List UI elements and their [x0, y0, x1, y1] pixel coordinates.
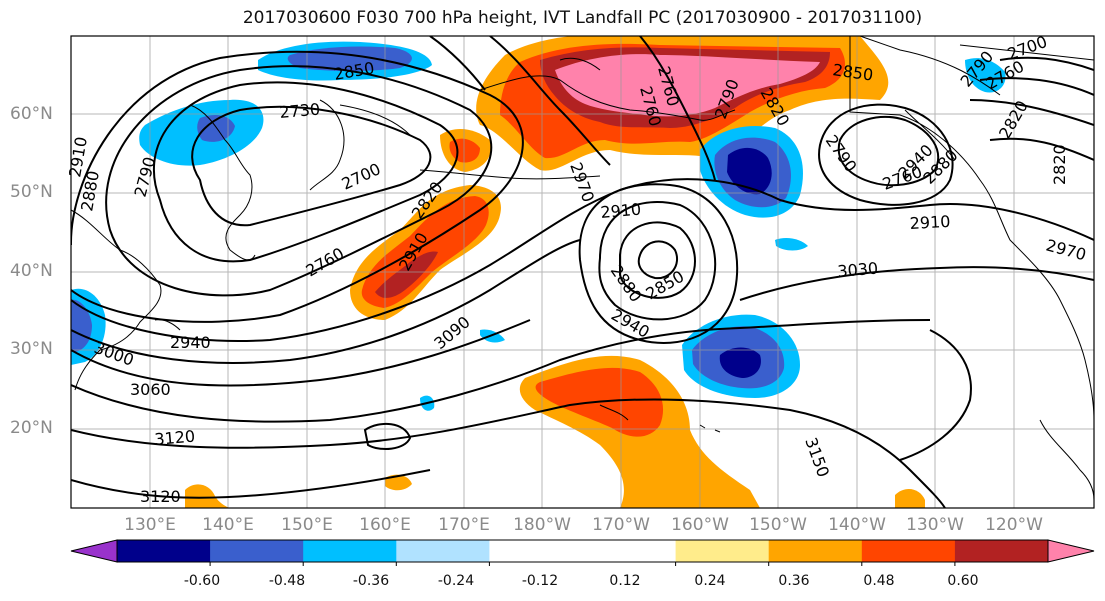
contour-label: 3120 — [154, 427, 196, 449]
colorbar-tick-label: -0.60 — [183, 573, 221, 589]
lon-label-170e: 170°E — [438, 515, 490, 535]
figure-title: 2017030600 F030 700 hPa height, IVT Land… — [242, 8, 923, 28]
colorbar — [70, 539, 1095, 566]
map-frame — [70, 35, 1095, 509]
lon-label-160e: 160°E — [359, 515, 411, 535]
lon-label-170w: 170°W — [592, 515, 650, 535]
coastlines — [71, 36, 1094, 501]
colorbar-tick-label: -0.36 — [352, 573, 390, 589]
lat-label-40n: 40°N — [10, 261, 53, 281]
contour-label: 2940 — [170, 333, 211, 352]
colorbar-swatch — [303, 540, 397, 562]
lat-label-60n: 60°N — [10, 104, 53, 124]
height-contours — [71, 36, 1094, 508]
colorbar-extend-min — [70, 539, 118, 563]
lon-label-130e: 130°E — [124, 515, 176, 535]
colorbar-swatch — [675, 540, 770, 562]
colorbar-tick-label: 0.12 — [609, 573, 641, 589]
lon-label-120w: 120°W — [985, 515, 1043, 535]
coastline-mexico — [1039, 419, 1094, 501]
contour-label: 2910 — [600, 200, 642, 222]
contour-label: 2820 — [1050, 144, 1069, 185]
lat-label-50n: 50°N — [10, 182, 53, 202]
colorbar-swatch — [768, 540, 863, 562]
colorbar-tick-label: -0.24 — [437, 573, 475, 589]
lat-label-20n: 20°N — [10, 418, 53, 438]
colorbar-swatch — [954, 540, 1049, 562]
colorbar-extend-max — [1047, 539, 1095, 563]
coastline-alaska-interior — [859, 36, 1094, 96]
lon-label-180w: 180°W — [513, 515, 571, 535]
colorbar-tick-label: 0.48 — [863, 573, 895, 589]
colorbar-swatch — [210, 540, 304, 562]
hawaiian-islands — [599, 404, 721, 433]
contour-closed-subtropical — [363, 422, 412, 451]
contour-label: 3120 — [140, 487, 181, 506]
colorbar-tick-label: -0.12 — [521, 573, 559, 589]
colorbar-swatch — [117, 540, 211, 562]
contour-label: 2910 — [909, 212, 951, 233]
contour-ridge-gulf — [837, 115, 940, 187]
colorbar-tick-label: 0.36 — [778, 573, 810, 589]
colorbar-tick-label: 0.60 — [947, 573, 979, 589]
lon-label-160w: 160°W — [671, 515, 729, 535]
aleutian-islands — [419, 169, 601, 180]
colorbar-tick-label: 0.24 — [694, 573, 726, 589]
lat-label-30n: 30°N — [10, 339, 53, 359]
colorbar-tick-label: -0.48 — [268, 573, 306, 589]
contour-low-center — [637, 240, 678, 280]
lon-label-140w: 140°W — [828, 515, 886, 535]
coastline-north-america — [849, 36, 1094, 421]
colorbar-swatch — [861, 540, 956, 562]
lon-label-140e: 140°E — [202, 515, 254, 535]
colorbar-swatch — [489, 540, 583, 562]
contour-label: 2730 — [279, 100, 321, 122]
contour-label: 3030 — [837, 259, 879, 281]
lon-label-150w: 150°W — [749, 515, 807, 535]
coastline-alaska — [479, 57, 736, 121]
lon-label-130w: 130°W — [906, 515, 964, 535]
colorbar-swatch — [582, 540, 677, 562]
contour-label: 3060 — [130, 380, 171, 399]
colorbar-swatch — [396, 540, 490, 562]
lon-label-150e: 150°E — [281, 515, 333, 535]
